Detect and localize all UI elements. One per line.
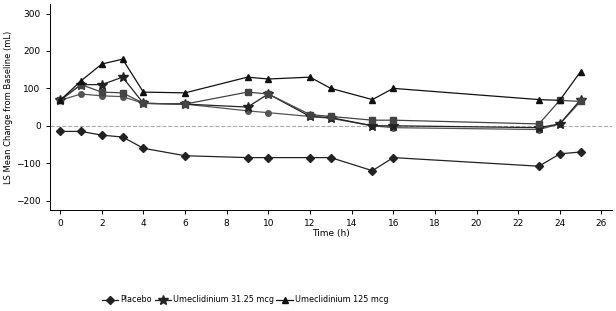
X-axis label: Time (h): Time (h) bbox=[312, 230, 350, 239]
Y-axis label: LS Mean Change from Baseline (mL): LS Mean Change from Baseline (mL) bbox=[4, 30, 13, 184]
